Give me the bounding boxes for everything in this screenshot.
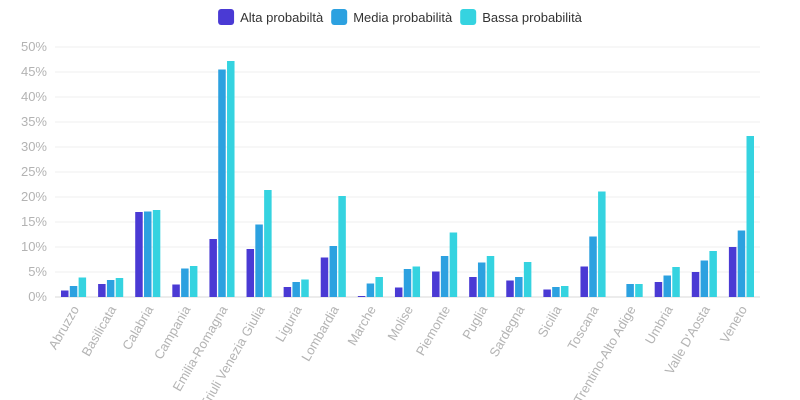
y-tick-label: 20% xyxy=(21,189,47,204)
y-tick-label: 45% xyxy=(21,64,47,79)
bar[interactable] xyxy=(432,271,440,298)
bar[interactable] xyxy=(227,61,235,297)
bar[interactable] xyxy=(412,266,421,298)
legend-swatch xyxy=(331,9,348,25)
x-tick-label: Sicilia xyxy=(535,302,565,340)
bar[interactable] xyxy=(255,224,263,298)
bar[interactable] xyxy=(598,191,606,298)
bar[interactable] xyxy=(135,212,143,297)
bar[interactable] xyxy=(246,249,255,297)
legend-label: Bassa probabilità xyxy=(482,10,582,25)
y-tick-label: 25% xyxy=(21,164,47,179)
x-tick-label: Marche xyxy=(344,303,379,348)
y-tick-label: 10% xyxy=(21,239,47,254)
legend-swatch xyxy=(460,9,477,25)
bar[interactable] xyxy=(515,277,523,297)
y-tick-label: 0% xyxy=(28,289,47,304)
bar[interactable] xyxy=(506,280,514,298)
bar[interactable] xyxy=(589,236,597,298)
bar[interactable] xyxy=(209,239,217,297)
bar[interactable] xyxy=(69,286,78,297)
bar[interactable] xyxy=(394,287,403,298)
bar[interactable] xyxy=(218,69,226,298)
bar[interactable] xyxy=(357,296,366,297)
x-tick-label: Lombardia xyxy=(298,302,342,363)
bar[interactable] xyxy=(181,268,189,298)
bar[interactable] xyxy=(403,269,412,297)
grid-lines xyxy=(55,46,760,298)
bar[interactable] xyxy=(552,287,560,297)
bars xyxy=(61,61,754,297)
x-tick-label: Liguria xyxy=(272,302,305,344)
y-tick-label: 35% xyxy=(21,114,47,129)
x-tick-label: Friuli Venezia Giulia xyxy=(197,302,268,400)
bar[interactable] xyxy=(320,257,329,298)
bar[interactable] xyxy=(560,286,569,297)
bar[interactable] xyxy=(152,210,161,297)
bar[interactable] xyxy=(746,136,754,297)
y-tick-label: 5% xyxy=(28,264,47,279)
legend-label: Alta probabiltà xyxy=(240,10,324,25)
x-tick-label: Campania xyxy=(151,302,194,361)
x-tick-label: Toscana xyxy=(564,302,602,352)
bar[interactable] xyxy=(654,282,663,297)
legend-swatch xyxy=(218,9,235,25)
x-tick-label: Basilicata xyxy=(78,302,119,358)
bar[interactable] xyxy=(292,282,300,297)
bar[interactable] xyxy=(172,284,180,298)
bar[interactable] xyxy=(329,246,338,297)
bar[interactable] xyxy=(189,266,198,297)
legend-label: Media probabilità xyxy=(353,10,453,25)
bar[interactable] xyxy=(709,251,717,297)
bar[interactable] xyxy=(691,272,700,297)
y-axis-ticks: 0% 5% 10% 15% 20% 25% 30% 35% 40% 45% 50% xyxy=(21,39,47,304)
x-tick-label: Abruzzo xyxy=(45,303,82,352)
legend: Alta probabiltà Media probabilità Bassa pr… xyxy=(218,9,583,25)
x-tick-label: Umbria xyxy=(642,302,676,346)
legend-item[interactable]: Alta probabiltà xyxy=(218,9,324,25)
bar[interactable] xyxy=(366,283,375,298)
bar[interactable] xyxy=(283,287,292,297)
bar[interactable] xyxy=(144,211,152,298)
bar[interactable] xyxy=(486,256,495,297)
bar[interactable] xyxy=(728,247,737,297)
bar[interactable] xyxy=(523,262,532,297)
bar[interactable] xyxy=(672,267,680,297)
bar[interactable] xyxy=(700,260,709,298)
bar[interactable] xyxy=(663,275,671,298)
bar[interactable] xyxy=(106,280,115,297)
bar[interactable] xyxy=(440,256,449,297)
bar[interactable] xyxy=(338,196,346,297)
bar[interactable] xyxy=(264,190,272,297)
x-tick-label: Molise xyxy=(384,303,416,343)
bar[interactable] xyxy=(115,278,124,297)
bar[interactable] xyxy=(301,279,309,298)
bar[interactable] xyxy=(477,262,486,298)
bar[interactable] xyxy=(580,266,588,298)
y-tick-label: 50% xyxy=(21,39,47,54)
x-tick-label: Sardegna xyxy=(486,302,528,359)
bar[interactable] xyxy=(737,230,746,298)
legend-item[interactable]: Media probabilità xyxy=(331,9,453,25)
y-tick-label: 30% xyxy=(21,139,47,154)
bar[interactable] xyxy=(78,277,87,298)
bar[interactable] xyxy=(61,290,69,298)
y-tick-label: 15% xyxy=(21,214,47,229)
x-tick-label: Puglia xyxy=(459,302,490,341)
x-tick-label: Calabria xyxy=(119,302,157,352)
bar[interactable] xyxy=(543,289,551,298)
bar[interactable] xyxy=(635,284,643,297)
x-tick-label: Veneto xyxy=(717,303,750,346)
bar[interactable] xyxy=(449,232,458,298)
bar[interactable] xyxy=(626,284,634,297)
bar[interactable] xyxy=(469,277,477,297)
y-tick-label: 40% xyxy=(21,89,47,104)
legend-item[interactable]: Bassa probabilità xyxy=(460,9,583,25)
bar[interactable] xyxy=(98,284,106,297)
bar[interactable] xyxy=(375,277,383,297)
x-tick-label: Piemonte xyxy=(413,303,453,358)
